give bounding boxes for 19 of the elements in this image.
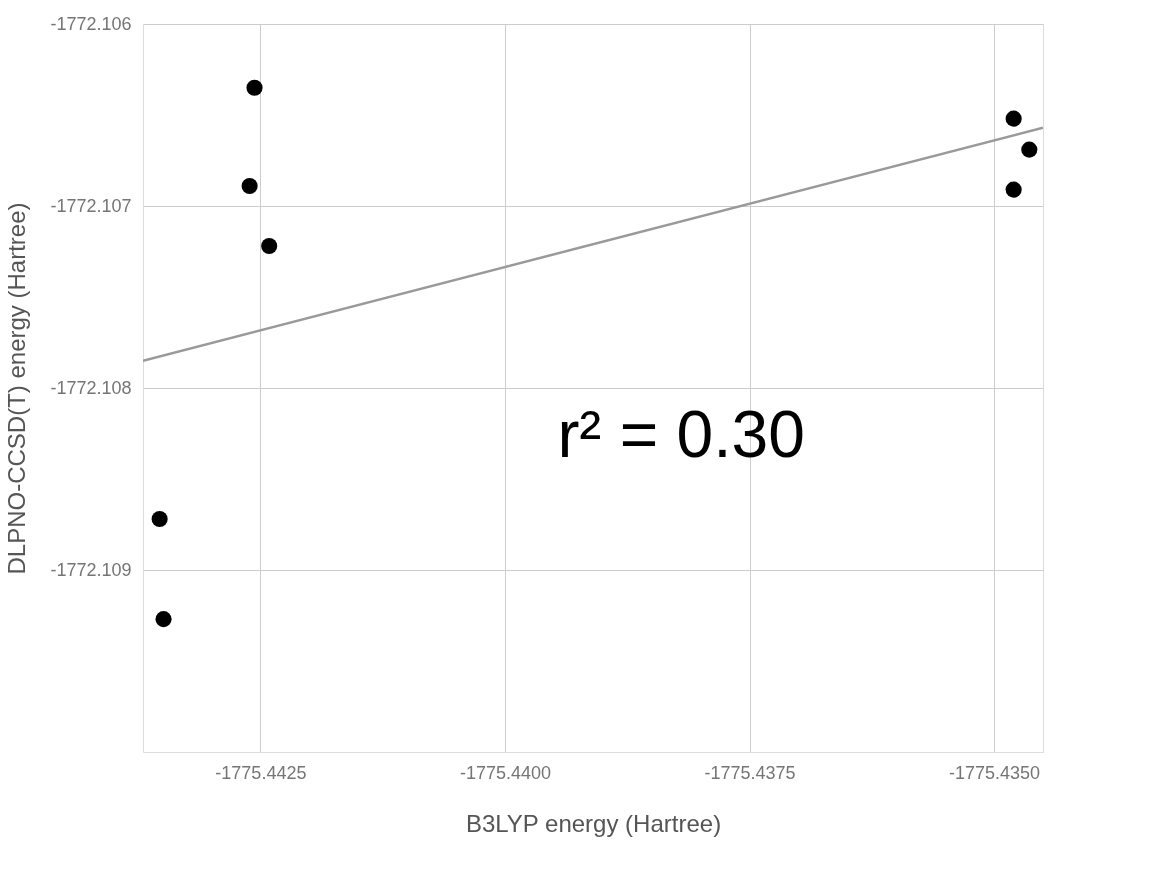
- x-tick-label: -1775.4375: [704, 762, 796, 783]
- point: [151, 510, 168, 528]
- point: [1005, 181, 1022, 198]
- y-tick-label: -1772.107: [50, 195, 132, 216]
- x-axis-title: B3LYP energy (Hartree): [465, 809, 722, 837]
- y-tick-label: -1772.108: [50, 377, 132, 398]
- point: [1021, 141, 1038, 158]
- point: [261, 237, 278, 255]
- point: [155, 611, 172, 628]
- x-tick-label: -1775.4425: [215, 762, 307, 783]
- point: [246, 79, 263, 96]
- x-tick-label: -1775.4400: [459, 762, 551, 783]
- y-axis-title: DLPNO-CCSD(T) energy (Hartree): [3, 202, 31, 575]
- annotation: r² = 0.30: [557, 396, 806, 471]
- x-tick-label: -1775.4350: [949, 762, 1041, 783]
- point: [241, 177, 258, 195]
- point: [1005, 110, 1022, 127]
- y-tick-label: -1772.106: [50, 13, 132, 34]
- y-tick-label: -1772.109: [50, 559, 132, 580]
